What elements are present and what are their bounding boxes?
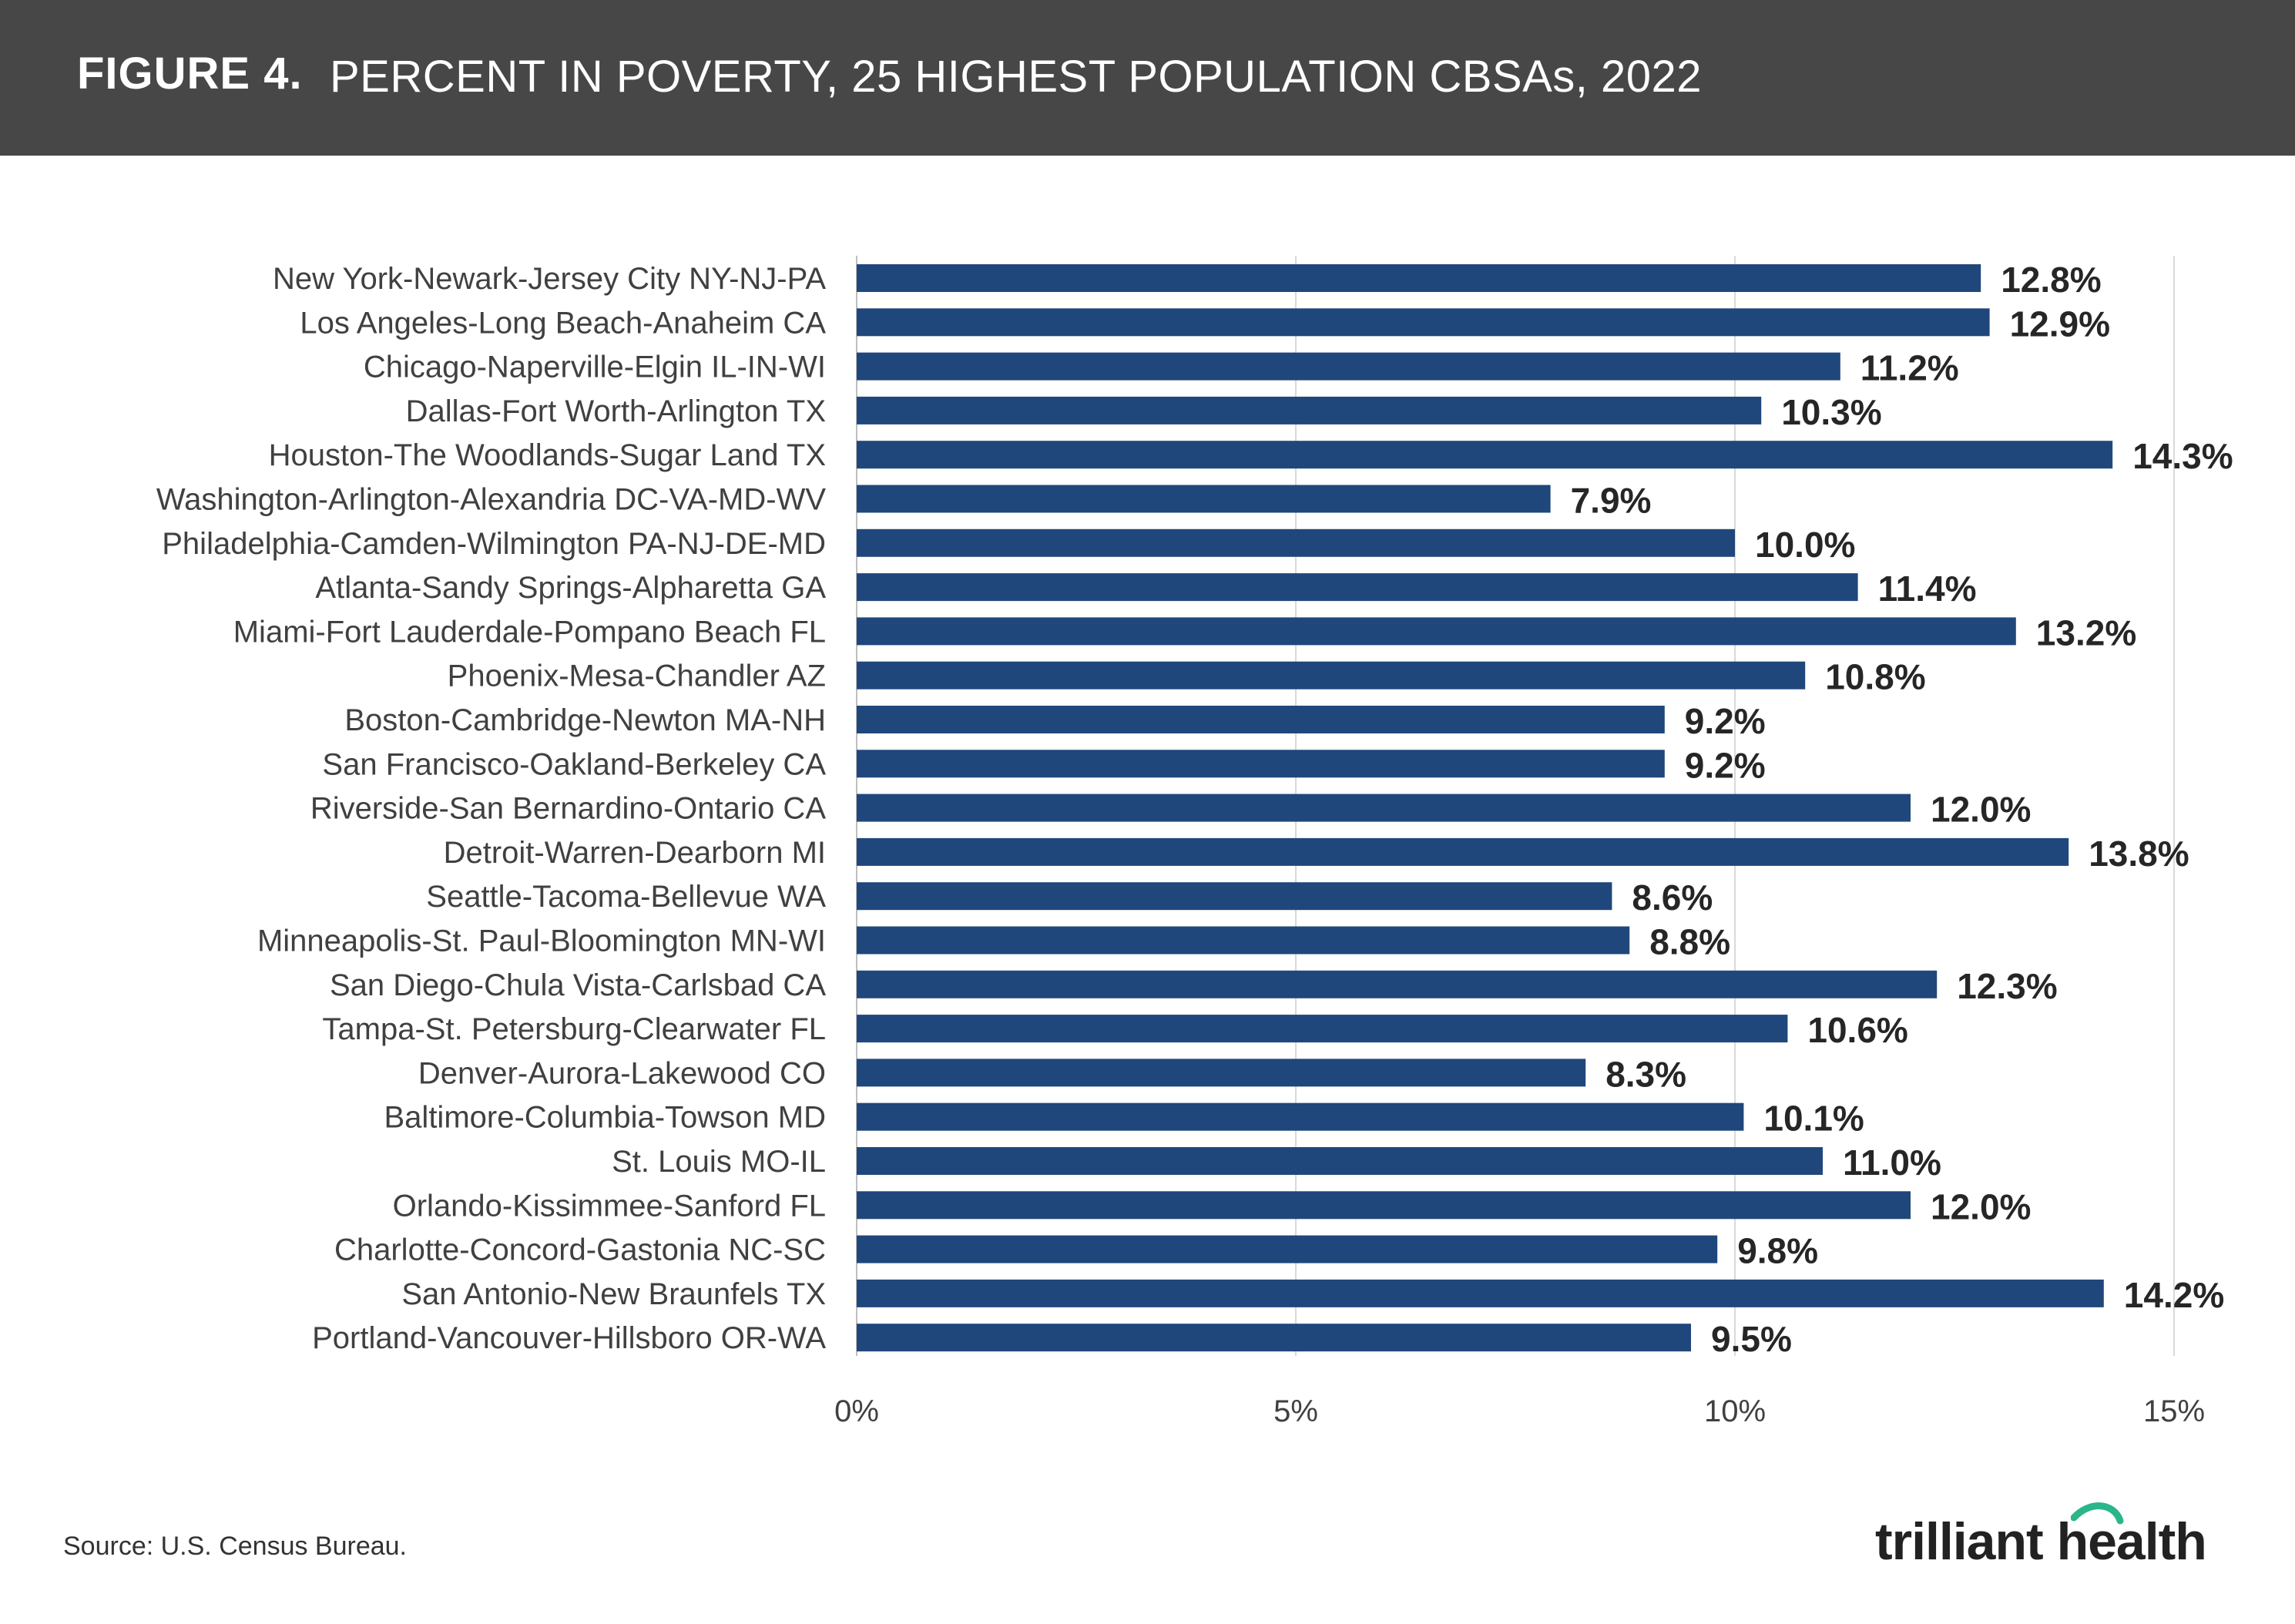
data-label: 10.8% (1825, 657, 1925, 697)
bar (857, 485, 1551, 513)
data-label: 12.0% (1931, 1186, 2031, 1226)
data-label: 11.2% (1860, 348, 1959, 388)
bar (857, 1059, 1586, 1087)
data-label: 13.8% (2089, 834, 2189, 874)
category-label: New York-Newark-Jersey City NY-NJ-PA (273, 262, 826, 296)
bar (857, 1015, 1788, 1043)
data-label: 11.4% (1878, 569, 1977, 609)
category-label: Detroit-Warren-Dearborn MI (444, 836, 826, 870)
figure-title: PERCENT IN POVERTY, 25 HIGHEST POPULATIO… (330, 52, 1703, 102)
bar (857, 1191, 1911, 1220)
bar (857, 264, 1981, 292)
category-label: Philadelphia-Camden-Wilmington PA-NJ-DE-… (162, 527, 826, 561)
bar (857, 970, 1938, 998)
category-label: Chicago-Naperville-Elgin IL-IN-WI (364, 351, 826, 384)
bar (857, 661, 1806, 690)
category-label: San Diego-Chula Vista-Carlsbad CA (330, 968, 826, 1002)
data-label: 13.2% (2036, 612, 2136, 653)
category-label: Phoenix-Mesa-Chandler AZ (448, 659, 826, 693)
bar (857, 352, 1840, 381)
category-label: Washington-Arlington-Alexandria DC-VA-MD… (156, 483, 826, 517)
category-label: Tampa-St. Petersburg-Clearwater FL (322, 1012, 826, 1046)
bar (857, 1235, 1718, 1263)
category-label: Minneapolis-St. Paul-Bloomington MN-WI (257, 924, 826, 958)
source-note: Source: U.S. Census Bureau. (63, 1532, 408, 1561)
data-label: 7.9% (1571, 481, 1652, 521)
category-label: Dallas-Fort Worth-Arlington TX (406, 394, 826, 428)
x-tick-label: 0% (834, 1394, 879, 1428)
bar (857, 1102, 1744, 1131)
bar (857, 1324, 1691, 1352)
bar (857, 617, 2016, 646)
data-label: 12.8% (2001, 260, 2101, 300)
bar (857, 1279, 2104, 1307)
category-label: Riverside-San Bernardino-Ontario CA (310, 792, 827, 826)
category-label: Charlotte-Concord-Gastonia NC-SC (334, 1233, 826, 1267)
data-label: 10.3% (1781, 392, 1881, 432)
category-label: Houston-The Woodlands-Sugar Land TX (269, 438, 826, 472)
bar (857, 308, 1990, 337)
bar (857, 706, 1665, 733)
logo-swoosh-icon (2071, 1502, 2124, 1525)
trilliant-health-logo: trilliant health (1875, 1502, 2207, 1572)
data-label: 8.8% (1649, 922, 1730, 962)
category-label: San Francisco-Oakland-Berkeley CA (322, 747, 826, 781)
bar-chart: 0% 5% 10% 15% New York-Newark-Jersey City NY… (156, 256, 2233, 1428)
data-label: 12.0% (1931, 790, 2031, 830)
data-label: 9.2% (1685, 701, 1766, 741)
data-label: 10.0% (1755, 525, 1855, 565)
bar (857, 794, 1911, 822)
x-tick-label: 15% (2143, 1394, 2205, 1428)
bar (857, 1147, 1823, 1175)
category-label: Baltimore-Columbia-Towson MD (384, 1101, 827, 1135)
data-label: 12.3% (1957, 966, 2057, 1006)
bar (857, 837, 2069, 866)
category-label: Los Angeles-Long Beach-Anaheim CA (300, 306, 826, 340)
bar (857, 573, 1858, 602)
bar (857, 441, 2113, 469)
x-tick-label: 5% (1273, 1394, 1318, 1428)
data-label: 9.2% (1685, 745, 1766, 785)
bar (857, 528, 1735, 557)
category-label: Atlanta-Sandy Springs-Alpharetta GA (315, 571, 826, 605)
data-label: 14.2% (2124, 1275, 2224, 1315)
category-label: Portland-Vancouver-Hillsboro OR-WA (312, 1321, 826, 1355)
data-label: 9.8% (1737, 1231, 1818, 1271)
category-label: Orlando-Kissimmee-Sanford FL (393, 1189, 826, 1223)
bar (857, 750, 1665, 778)
bar (857, 396, 1762, 424)
data-label: 10.1% (1763, 1099, 1864, 1139)
data-label: 10.6% (1807, 1010, 1907, 1050)
figure-header: FIGURE 4. PERCENT IN POVERTY, 25 HIGHEST… (0, 0, 2295, 156)
category-label: St. Louis MO-IL (612, 1145, 826, 1179)
bar (857, 882, 1612, 911)
bar (857, 926, 1630, 955)
category-label: Boston-Cambridge-Newton MA-NH (344, 703, 826, 737)
figure-number: FIGURE 4. (77, 49, 303, 99)
data-label: 8.6% (1632, 877, 1713, 918)
logo-text: trilliant health (1875, 1512, 2207, 1571)
category-label: Miami-Fort Lauderdale-Pompano Beach FL (233, 615, 826, 649)
data-label: 12.9% (2010, 304, 2110, 344)
category-label: Seattle-Tacoma-Bellevue WA (426, 880, 826, 914)
category-label: Denver-Aurora-Lakewood CO (418, 1056, 826, 1090)
category-label: San Antonio-New Braunfels TX (401, 1277, 826, 1311)
data-label: 9.5% (1711, 1319, 1792, 1359)
data-label: 8.3% (1605, 1054, 1686, 1094)
data-label: 14.3% (2132, 436, 2233, 476)
x-tick-label: 10% (1704, 1394, 1766, 1428)
data-label: 11.0% (1843, 1143, 1941, 1183)
